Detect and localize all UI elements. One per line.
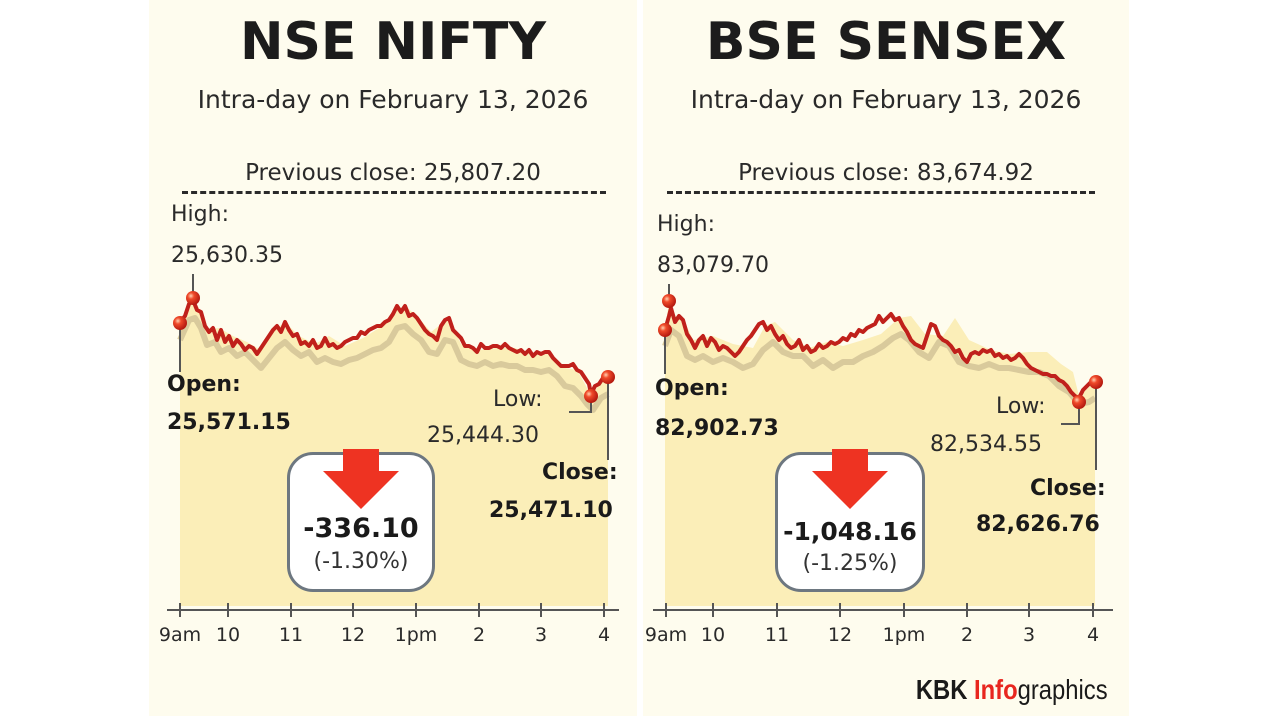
chart-subtitle: Intra-day on February 13, 2026 [197,85,589,114]
high-label: High: [657,212,715,237]
open-marker [658,323,672,337]
open-label: Open: [655,376,729,401]
x-tick-label: 11 [278,624,304,646]
low-value: 25,444.30 [427,423,539,448]
brand-logo: KBK Infographics [916,674,1108,706]
x-ticks [179,603,605,617]
change-value: -1,048.16 [783,517,917,546]
change-percent: (-1.30%) [313,549,409,574]
high-label: High: [171,202,229,227]
nifty-panel: NSE NIFTY Intra-day on February 13, 2026… [149,0,637,716]
down-arrow-icon [812,449,888,509]
x-tick-label: 3 [1022,624,1036,646]
close-value: 25,471.10 [489,498,613,523]
change-percent: (-1.25%) [802,551,898,576]
down-arrow-icon [323,449,399,509]
open-label: Open: [167,372,241,397]
close-label: Close: [542,460,618,485]
x-tick-label: 12 [340,624,366,646]
brand-kbk: KBK [916,674,975,705]
high-value: 25,630.35 [171,243,283,268]
chart-title: BSE SENSEX [705,12,1067,72]
open-value: 25,571.15 [167,410,291,435]
x-tick-label: 10 [700,624,726,646]
low-value: 82,534.55 [930,432,1042,457]
x-tick-label: 10 [215,624,241,646]
change-box: -1,048.16 (-1.25%) [775,449,925,592]
x-tick-label: 4 [1086,624,1100,646]
low-label: Low: [996,394,1046,419]
previous-close-label: Previous close: 83,674.92 [738,160,1034,186]
shadow-line [177,315,610,413]
low-marker [584,389,598,403]
low-connector [1061,402,1080,425]
chart-title: NSE NIFTY [239,12,547,72]
shadow-line [662,327,1097,407]
x-tick-label: 4 [597,624,611,646]
close-label: Close: [1030,476,1106,501]
x-tick-label: 1pm [882,624,926,646]
index-line [178,298,609,396]
close-value: 82,626.76 [976,512,1100,537]
low-marker [1072,395,1086,409]
x-tick-label: 9am [644,624,688,646]
x-tick-label: 9am [158,624,202,646]
x-tick-label: 3 [534,624,548,646]
high-marker [186,291,200,305]
close-marker [601,370,615,384]
open-marker [173,316,187,330]
index-line [663,306,1096,400]
change-box: -336.10 (-1.30%) [287,449,435,592]
chart-subtitle: Intra-day on February 13, 2026 [690,85,1082,114]
x-tick-label: 11 [764,624,790,646]
previous-close-line [667,191,1095,194]
open-value: 82,902.73 [655,416,779,441]
brand-info: Info [974,674,1019,705]
change-value: -336.10 [303,513,419,544]
x-tick-label: 1pm [394,624,438,646]
brand-graphics: graphics [1018,674,1108,705]
low-label: Low: [493,387,543,412]
previous-close-label: Previous close: 25,807.20 [245,160,541,186]
x-tick-label: 12 [827,624,853,646]
sensex-panel: BSE SENSEX Intra-day on February 13, 202… [643,0,1129,716]
x-tick-label: 2 [960,624,974,646]
x-tick-label: 2 [472,624,486,646]
close-marker [1089,375,1103,389]
high-marker [662,294,676,308]
high-value: 83,079.70 [657,253,769,278]
x-ticks [665,603,1094,617]
previous-close-line [182,191,606,194]
